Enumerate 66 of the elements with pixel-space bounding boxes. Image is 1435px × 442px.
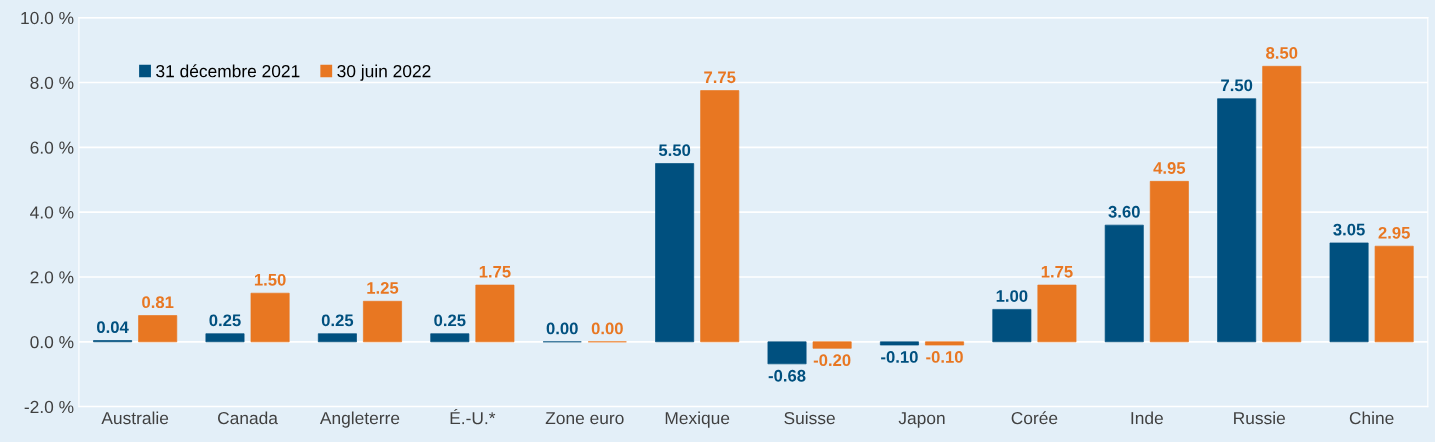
y-tick-label: 2.0 % <box>30 271 74 284</box>
bar <box>1104 224 1144 343</box>
x-tick-label: Zone euro <box>545 412 624 425</box>
x-tick-label: Corée <box>1011 411 1058 425</box>
y-tick-label: -2.0 % <box>24 400 74 414</box>
bar <box>1037 284 1077 343</box>
data-label: -0.20 <box>813 354 851 367</box>
data-label: 3.05 <box>1333 223 1365 236</box>
bar <box>1374 245 1414 343</box>
bar <box>700 90 740 343</box>
data-label: 7.75 <box>704 71 736 84</box>
data-label: 8.50 <box>1266 47 1298 59</box>
data-label: 1.00 <box>996 290 1028 302</box>
data-label: 4.95 <box>1153 162 1186 174</box>
bar <box>1149 181 1189 343</box>
x-tick-label: Suisse <box>784 411 835 425</box>
data-label: 0.81 <box>142 296 174 309</box>
data-label: 5.50 <box>658 144 691 157</box>
data-label: 0.04 <box>97 321 129 334</box>
bar <box>475 284 515 343</box>
data-label: -0.10 <box>926 351 963 363</box>
bar <box>250 292 290 343</box>
x-tick-label: Japon <box>898 412 945 428</box>
bar <box>138 315 178 343</box>
data-label: 1.50 <box>254 273 286 286</box>
bar <box>430 333 470 343</box>
x-tick-label: É.-U.* <box>450 409 496 425</box>
data-label: 1.75 <box>1041 266 1073 278</box>
x-tick-label: Canada <box>218 411 278 425</box>
x-tick-label: Russie <box>1234 411 1285 425</box>
bar <box>767 341 807 365</box>
legend-label: 31 décembre 2021 <box>156 64 300 78</box>
data-label: 1.25 <box>367 282 399 294</box>
data-label: -0.10 <box>881 351 918 363</box>
data-label: 7.50 <box>1221 79 1253 92</box>
x-tick-label: Inde <box>1131 411 1163 425</box>
y-tick-label: 6.0 % <box>30 141 74 154</box>
y-tick-label: 4.0 % <box>30 206 74 219</box>
data-label: 0.00 <box>591 322 623 335</box>
bar <box>1262 65 1302 343</box>
data-label: 0.25 <box>321 314 354 327</box>
bar <box>879 341 919 346</box>
bar <box>317 333 357 343</box>
bar <box>992 309 1032 343</box>
bar <box>1329 242 1369 343</box>
x-tick-label: Angleterre <box>319 411 400 428</box>
bar <box>655 163 695 343</box>
data-label: 3.60 <box>1108 205 1140 218</box>
bar <box>363 300 402 343</box>
bar <box>205 333 245 343</box>
x-tick-label: Mexique <box>665 411 730 428</box>
x-tick-label: Chine <box>1349 411 1394 425</box>
x-tick-label: Australie <box>101 411 169 425</box>
data-label: 1.75 <box>479 266 511 278</box>
y-tick-label: 0.0 % <box>30 335 74 349</box>
data-label: -0.68 <box>768 369 806 382</box>
bar <box>925 341 964 346</box>
bar <box>812 341 852 349</box>
data-label: 0.00 <box>546 322 578 335</box>
data-label: 2.95 <box>1378 226 1410 239</box>
y-tick-label: 10.0 % <box>21 11 74 25</box>
legend-label: 30 juin 2022 <box>337 64 431 81</box>
bar <box>1217 98 1257 343</box>
y-tick-label: 8.0 % <box>30 76 74 89</box>
data-label: 0.25 <box>434 314 466 327</box>
data-label: 0.25 <box>209 314 241 327</box>
